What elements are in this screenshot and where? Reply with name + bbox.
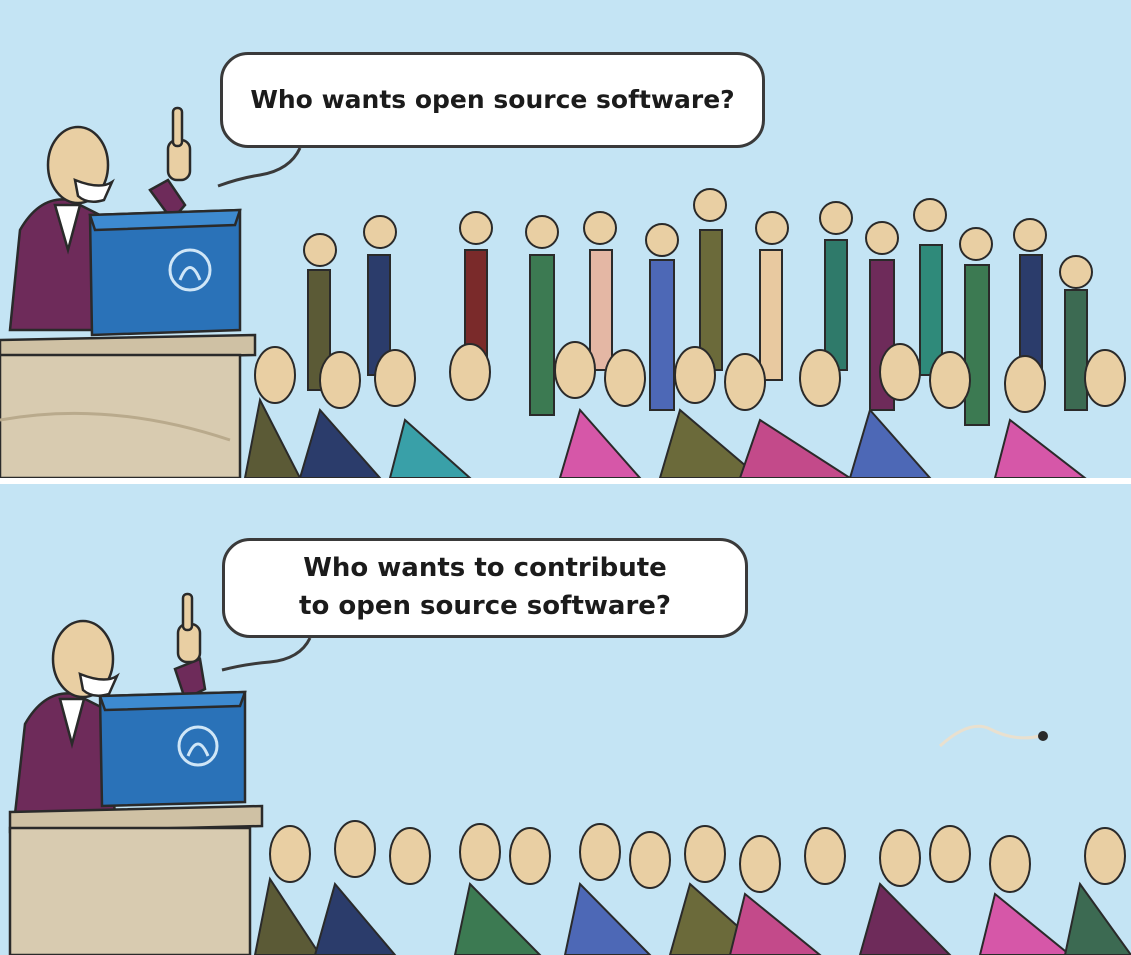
un-emblem-icon [177,725,219,767]
podium [88,208,242,337]
speaker [13,592,207,816]
panel-bottom: Who wants to contribute to open source s… [0,484,1131,955]
speech-bubble-bottom: Who wants to contribute to open source s… [222,538,748,638]
audience-no-hands [253,820,1131,955]
podium [98,690,247,808]
speech-text-bottom: Who wants to contribute to open source s… [299,553,671,621]
lectern [8,804,264,955]
wind-doodle-head [1038,731,1048,741]
panel-top: Who wants open source software? [0,0,1131,478]
speaker [8,106,192,332]
audience-raised-hands [243,188,1126,478]
speech-bubble-top: Who wants open source software? [220,52,765,148]
lectern [0,333,257,478]
panel-bottom-illustration [0,484,1131,955]
speech-text-top: Who wants open source software? [250,84,735,114]
speech-tail [217,147,302,188]
un-emblem-icon [168,248,212,292]
speech-tail [221,637,312,672]
wind-doodle [938,724,1041,748]
